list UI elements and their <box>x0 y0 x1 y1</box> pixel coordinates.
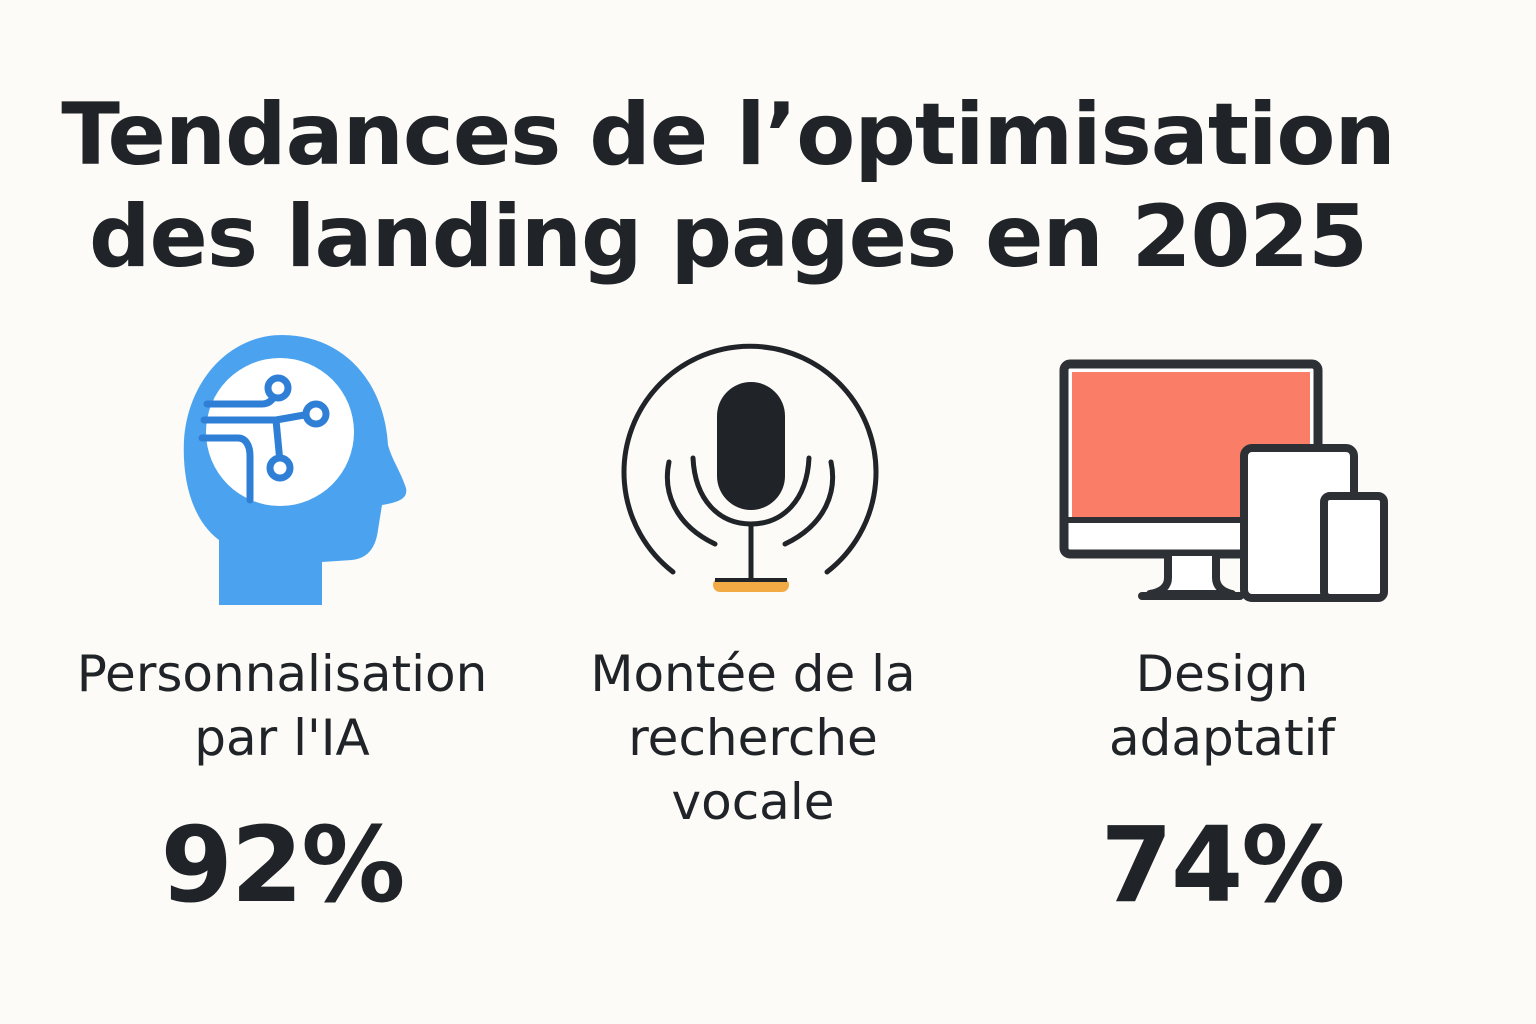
monitor-stand <box>1146 556 1236 598</box>
page-title: Tendances de l’optimisation des landing … <box>0 84 1456 288</box>
mic-capsule <box>717 382 785 510</box>
trend-label-line-2: par l'IA <box>194 709 370 767</box>
trend-label-line-1: Design <box>1135 645 1309 703</box>
trend-card-ai-personalization: Personnalisation par l'IA 92% <box>52 330 512 950</box>
trend-label-line-1: Montée de la <box>590 645 916 703</box>
trend-label-line-2: adaptatif <box>1108 709 1336 767</box>
trend-label-line-2: recherche <box>628 709 878 767</box>
phone <box>1320 492 1388 602</box>
responsive-devices-icon-wrap <box>992 330 1452 620</box>
left-wave <box>664 459 718 547</box>
microphone-icon <box>621 343 879 592</box>
outer-sound-arc <box>621 343 879 575</box>
trend-label-line-3: vocale <box>671 773 835 831</box>
page-title-line-2: des landing pages en 2025 <box>89 187 1368 287</box>
circuit-nodes <box>264 374 330 482</box>
responsive-devices-icon <box>1059 359 1388 602</box>
trend-card-voice-search: Montée de la recherche vocale <box>523 330 983 950</box>
trend-label-responsive-design: Design adaptatif <box>992 642 1452 770</box>
microphone-icon-wrap <box>523 330 983 620</box>
page-title-line-1: Tendances de l’optimisation <box>61 85 1395 185</box>
ai-head-icon <box>183 335 407 605</box>
trend-label-ai-personalization: Personnalisation par l'IA <box>52 642 512 770</box>
trend-card-responsive-design: Design adaptatif 74% <box>992 330 1452 950</box>
ai-head-icon-wrap <box>52 330 512 620</box>
trend-label-voice-search: Montée de la recherche vocale <box>523 642 983 834</box>
right-wave <box>782 459 836 547</box>
trend-label-line-1: Personnalisation <box>76 645 488 703</box>
trend-stat-responsive-design: 74% <box>1100 804 1346 926</box>
trend-stat-ai-personalization: 92% <box>160 804 406 926</box>
